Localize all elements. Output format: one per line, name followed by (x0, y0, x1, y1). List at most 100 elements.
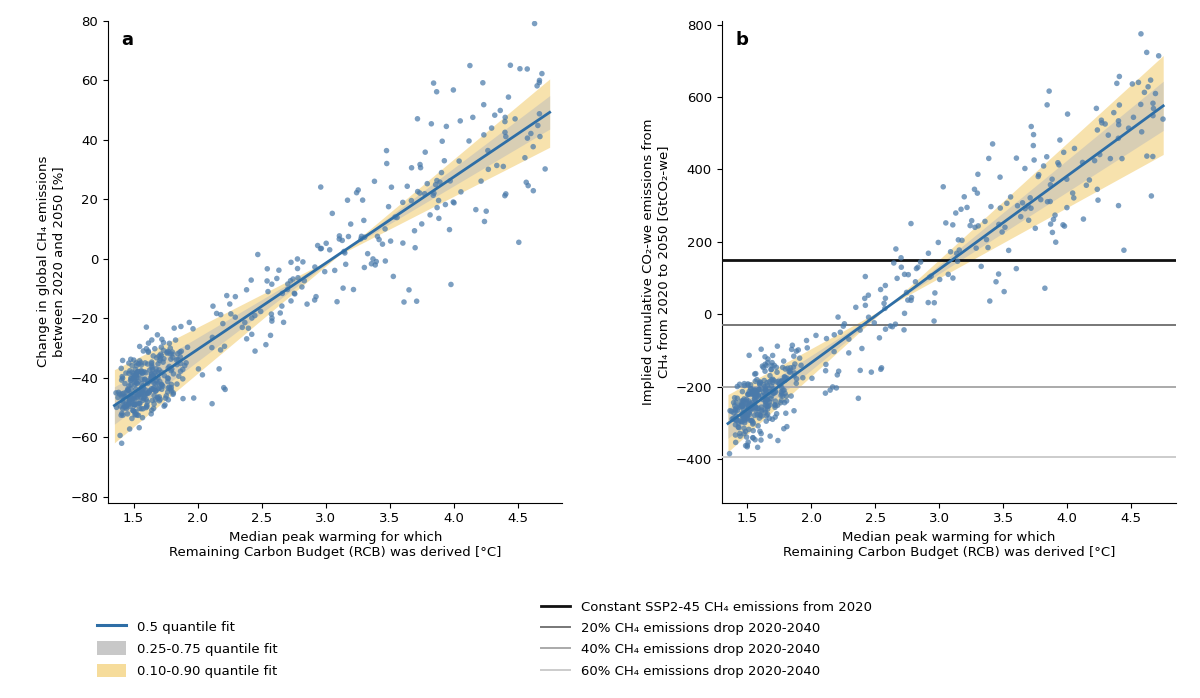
Point (785, 358, 804, 369)
Point (1130, 3, 1150, 15)
Point (745, 376, 764, 387)
Point (768, 366, 787, 378)
Point (203, 342, 222, 353)
Point (743, 401, 762, 413)
Point (768, 376, 787, 387)
Point (127, 378, 146, 389)
Point (1129, 77, 1148, 88)
Point (884, 258, 904, 269)
Point (203, 332, 222, 343)
Point (128, 366, 148, 377)
Point (157, 347, 176, 358)
Point (139, 347, 158, 358)
Point (733, 411, 752, 422)
X-axis label: Median peak warming for which
Remaining Carbon Budget (RCB) was derived [°C]: Median peak warming for which Remaining … (782, 531, 1115, 559)
Point (829, 366, 848, 377)
Point (121, 390, 140, 401)
Point (734, 423, 754, 434)
Point (766, 402, 785, 413)
Point (1008, 200, 1027, 211)
Point (491, 105, 510, 116)
Point (929, 237, 948, 248)
Point (760, 396, 779, 408)
Point (162, 365, 181, 376)
Point (121, 375, 140, 386)
Point (131, 387, 150, 399)
Point (738, 436, 757, 447)
Point (136, 357, 155, 369)
Point (751, 401, 770, 413)
Point (142, 371, 161, 383)
Point (740, 402, 760, 413)
Point (427, 86, 446, 97)
Point (142, 334, 161, 346)
Point (875, 303, 894, 314)
Point (143, 383, 162, 394)
Point (756, 396, 775, 407)
Point (1135, 87, 1154, 98)
Point (746, 392, 766, 403)
Point (137, 389, 156, 400)
Point (745, 385, 764, 396)
Point (148, 329, 167, 341)
Point (184, 392, 203, 403)
Point (986, 276, 1006, 288)
Point (262, 309, 281, 320)
Point (772, 376, 791, 387)
Point (496, 112, 515, 123)
Point (119, 399, 138, 410)
Point (733, 401, 752, 412)
Point (737, 394, 756, 405)
Point (130, 422, 149, 433)
Point (533, 68, 552, 79)
Point (764, 359, 784, 371)
Legend: Constant SSP2-45 CH₄ emissions from 2020, 20% CH₄ emissions drop 2020-2040, 40% : Constant SSP2-45 CH₄ emissions from 2020… (534, 594, 878, 685)
Point (124, 372, 143, 383)
Point (125, 379, 144, 390)
Point (782, 340, 802, 351)
Point (911, 256, 930, 267)
Point (737, 413, 756, 424)
Point (738, 378, 757, 389)
Point (112, 375, 131, 386)
Point (368, 231, 388, 242)
Point (920, 272, 940, 283)
Point (772, 382, 791, 393)
Point (110, 389, 130, 400)
Point (734, 413, 754, 424)
Point (748, 442, 767, 453)
Point (1144, 98, 1163, 109)
Point (251, 306, 270, 317)
Point (895, 269, 914, 280)
Point (306, 291, 325, 302)
Text: b: b (736, 31, 748, 49)
Point (775, 371, 794, 383)
Point (138, 359, 157, 370)
Point (1109, 133, 1128, 144)
Point (151, 353, 170, 364)
Point (751, 428, 770, 439)
Point (150, 364, 169, 376)
Point (962, 215, 982, 226)
Point (876, 292, 895, 304)
Point (352, 233, 371, 244)
Point (402, 162, 421, 173)
Point (132, 378, 151, 389)
Point (1036, 283, 1055, 294)
Point (848, 393, 868, 404)
Point (934, 181, 953, 193)
Point (156, 392, 175, 403)
Point (121, 373, 140, 384)
Point (132, 373, 151, 385)
Point (758, 353, 778, 364)
Point (120, 424, 139, 435)
Point (784, 350, 803, 362)
Point (774, 385, 793, 396)
Point (161, 383, 180, 394)
Point (856, 271, 875, 282)
Point (901, 295, 920, 306)
Point (155, 353, 174, 364)
Point (476, 206, 496, 217)
Point (979, 153, 998, 164)
Point (785, 405, 804, 416)
